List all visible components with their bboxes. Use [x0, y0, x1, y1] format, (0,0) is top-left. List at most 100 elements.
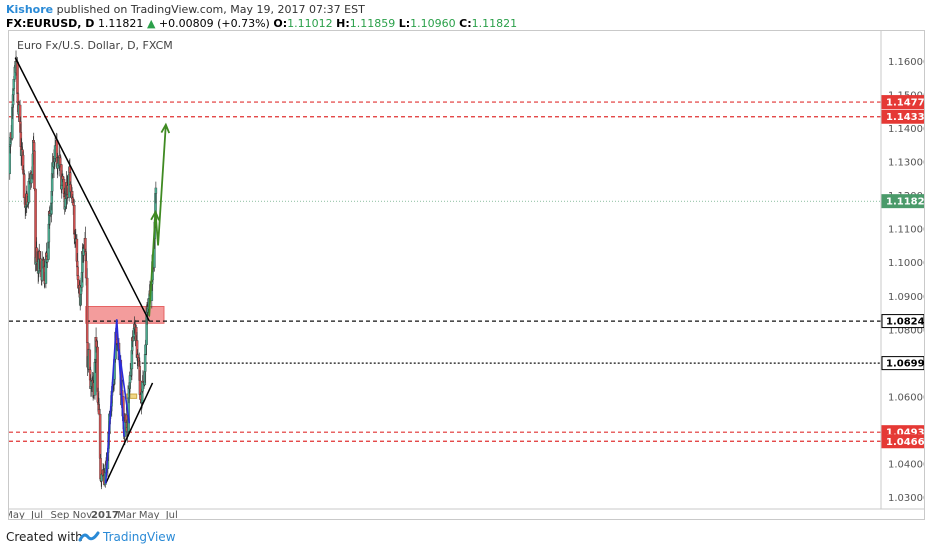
- price-label-text: 1.04933: [886, 428, 924, 439]
- candle-body: [11, 94, 15, 105]
- candle-body: [21, 149, 24, 156]
- y-tick-label: 1.06000: [888, 392, 924, 403]
- tradingview-logo-icon: [78, 531, 100, 542]
- candle-body: [132, 336, 135, 341]
- candle-body: [22, 174, 26, 198]
- descending-trendline: [14, 57, 150, 322]
- price-label-box: [881, 434, 924, 449]
- y-tick-label: 1.10000: [888, 258, 924, 269]
- candle-body: [128, 382, 131, 389]
- open-label: O:: [273, 17, 288, 30]
- price-label-box: [881, 109, 924, 124]
- price-label-text: 1.08245: [886, 317, 924, 328]
- candle-body: [98, 413, 102, 459]
- publish-info: Kishore published on TradingView.com, Ma…: [6, 3, 365, 16]
- candle-body: [138, 380, 142, 395]
- high-value: 1.11859: [349, 17, 396, 30]
- candle-body: [60, 184, 64, 190]
- projection-path: [148, 124, 167, 316]
- tradingview-brand[interactable]: TradingView: [103, 530, 176, 544]
- symbol-label: FX:EURUSD, D: [6, 17, 95, 30]
- candle-body: [76, 260, 79, 268]
- candle-body: [63, 206, 67, 210]
- publish-text: published on TradingView.com, May 19, 20…: [56, 3, 365, 16]
- candle-body: [59, 157, 62, 165]
- price-label-box: [881, 194, 924, 209]
- author-name[interactable]: Kishore: [6, 3, 54, 16]
- high-label: H:: [336, 17, 350, 30]
- chart-title: Euro Fx/U.S. Dollar, D, FXCM: [17, 39, 173, 52]
- candle-body: [140, 390, 144, 403]
- candle-body: [50, 173, 54, 192]
- candle-body: [96, 346, 99, 392]
- price-label-box: [881, 314, 924, 329]
- candle-body: [143, 371, 147, 385]
- candle-body: [37, 270, 40, 274]
- price-label-text: 1.14775: [886, 98, 924, 109]
- candle-body: [33, 150, 36, 190]
- ohlc-line: FX:EURUSD, D 1.11821 ▲ +0.00809 (+0.73%)…: [6, 17, 517, 30]
- x-tick-label: Sep: [50, 510, 69, 519]
- chart-frame[interactable]: Euro Fx/U.S. Dollar, D, FXCM1.160001.150…: [8, 30, 925, 520]
- close-label: C:: [459, 17, 472, 30]
- candle-body: [21, 154, 25, 171]
- x-tick-label: Nov: [73, 510, 93, 519]
- candle-body: [50, 202, 53, 214]
- candle-body: [71, 197, 75, 203]
- plot-area: [9, 50, 881, 490]
- price-chart[interactable]: Euro Fx/U.S. Dollar, D, FXCM1.160001.150…: [9, 31, 924, 519]
- ascending-trendline: [104, 382, 154, 484]
- price-label-text: 1.06992: [886, 359, 924, 370]
- candle-body: [143, 354, 147, 372]
- low-value: 1.10960: [410, 17, 456, 30]
- up-arrow-icon: ▲: [146, 17, 156, 30]
- harmonic-pattern: [104, 319, 131, 484]
- arrowhead-icon: [150, 209, 160, 221]
- candle-body: [84, 237, 87, 252]
- price-label-box: [881, 356, 924, 371]
- candle-body: [84, 251, 88, 262]
- candle-body: [35, 247, 38, 264]
- candle-body: [19, 121, 22, 133]
- candle-body: [146, 308, 149, 313]
- candle-body: [76, 266, 79, 277]
- y-tick-label: 1.11000: [888, 225, 924, 236]
- candle-body: [76, 275, 80, 280]
- candle-body: [11, 104, 14, 108]
- x-tick-label: Jul: [165, 510, 178, 519]
- x-tick-label: May: [139, 510, 160, 519]
- candle-body: [42, 258, 45, 261]
- price-change: +0.00809 (+0.73%): [158, 17, 270, 30]
- candle-body: [50, 191, 54, 204]
- candle-body: [85, 277, 89, 343]
- candle-body: [16, 61, 19, 94]
- price-label-text: 1.04662: [886, 437, 924, 448]
- x-tick-label: 2017: [91, 510, 119, 519]
- candle-body: [130, 350, 134, 370]
- candle-body: [18, 104, 22, 122]
- price-label-text: 1.14338: [886, 112, 924, 123]
- candle-body: [80, 272, 84, 288]
- candle-body: [154, 187, 158, 194]
- open-value: 1.11012: [287, 17, 333, 30]
- footer: Created with TradingView: [0, 524, 932, 550]
- y-tick-label: 1.08000: [888, 325, 924, 336]
- candle-body: [88, 349, 92, 370]
- arrowhead-icon: [160, 122, 171, 134]
- candle-body: [47, 223, 51, 243]
- x-tick-label: May: [9, 510, 25, 519]
- candle-body: [58, 155, 62, 159]
- price-label-box: [881, 95, 924, 110]
- candle-body: [145, 315, 148, 346]
- created-with-text: Created with: [6, 530, 83, 544]
- candle-body: [16, 93, 20, 103]
- candle-body: [97, 404, 100, 410]
- candle-body: [75, 238, 79, 262]
- candle-body: [47, 241, 50, 260]
- candle-body: [22, 173, 26, 175]
- chart-header: Kishore published on TradingView.com, Ma…: [0, 0, 932, 30]
- candle-body: [32, 142, 36, 152]
- candle-body: [94, 359, 97, 363]
- candle-body: [79, 293, 82, 306]
- candle-body: [69, 172, 72, 185]
